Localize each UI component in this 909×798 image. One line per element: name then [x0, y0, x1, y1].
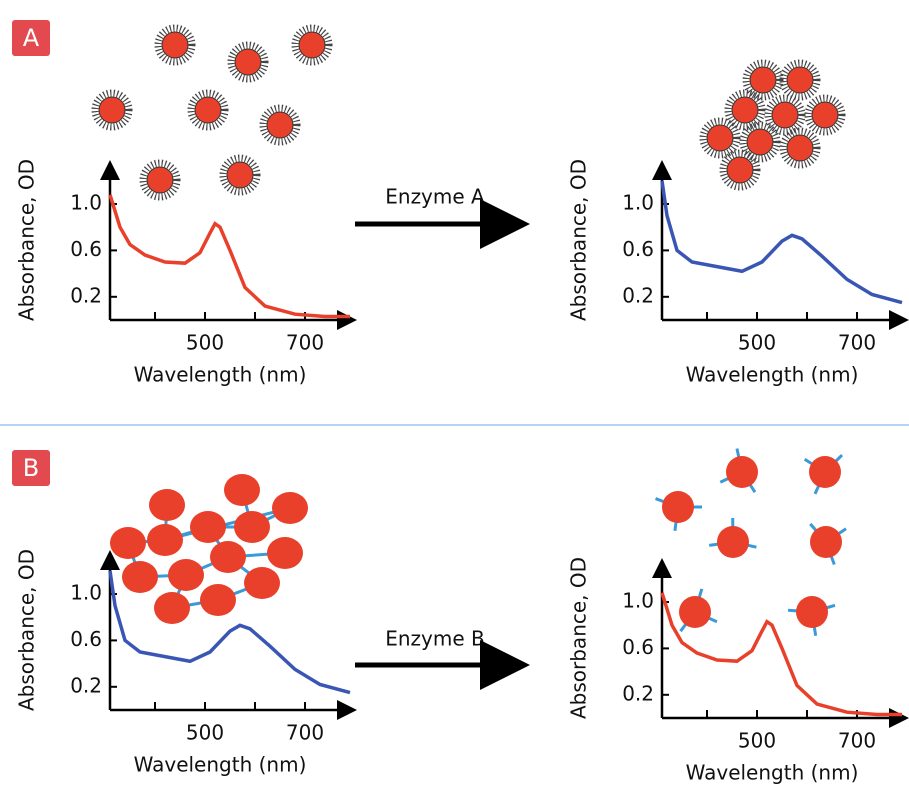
y-tick-label: 1.0 [622, 589, 654, 613]
particle [796, 596, 828, 628]
arrow-label: Enzyme B [385, 627, 485, 651]
line-series [110, 195, 350, 317]
panel-label: B [23, 454, 39, 482]
particle [810, 526, 842, 558]
particle [726, 456, 758, 488]
y-tick-label: 0.2 [70, 673, 102, 697]
particle [154, 592, 190, 624]
x-tick-label: 700 [286, 721, 324, 745]
particle [272, 492, 308, 524]
particle-core [727, 157, 753, 183]
particle [267, 537, 303, 569]
y-axis-label: Absorbance, OD [567, 159, 591, 321]
panel-label: A [23, 24, 40, 52]
particle-core [787, 135, 813, 161]
particle [149, 489, 185, 521]
y-axis-label: Absorbance, OD [15, 159, 39, 321]
y-axis-label: Absorbance, OD [567, 557, 591, 719]
particle [662, 491, 694, 523]
particle-core [750, 67, 776, 93]
particle [717, 526, 749, 558]
y-tick-label: 0.6 [70, 627, 102, 651]
y-axis-label: Absorbance, OD [15, 549, 39, 711]
y-tick-label: 0.6 [622, 635, 654, 659]
x-tick-label: 700 [838, 331, 876, 355]
particle-core [772, 102, 798, 128]
x-axis-label: Wavelength (nm) [134, 363, 307, 387]
x-tick-label: 500 [186, 721, 224, 745]
x-tick-label: 500 [186, 331, 224, 355]
y-tick-label: 0.2 [622, 283, 654, 307]
x-axis-label: Wavelength (nm) [134, 753, 307, 777]
y-tick-label: 1.0 [622, 191, 654, 215]
x-tick-label: 500 [738, 331, 776, 355]
particle-core [299, 32, 325, 58]
particle-core [732, 97, 758, 123]
y-tick-label: 0.6 [622, 237, 654, 261]
particle-core [99, 97, 125, 123]
particle-core [787, 67, 813, 93]
particle [809, 456, 841, 488]
line-series [662, 181, 902, 303]
particle [200, 584, 236, 616]
particle-core [812, 102, 838, 128]
x-tick-label: 700 [838, 729, 876, 753]
particle-core [707, 125, 733, 151]
particle [190, 511, 226, 543]
particle-core [147, 167, 173, 193]
particle-core [235, 49, 261, 75]
particle [234, 511, 270, 543]
x-tick-label: 700 [286, 331, 324, 355]
particle [679, 596, 711, 628]
particle [122, 561, 158, 593]
x-axis-label: Wavelength (nm) [686, 761, 859, 785]
y-tick-label: 1.0 [70, 581, 102, 605]
particle [210, 541, 246, 573]
particle [168, 559, 204, 591]
particle [244, 567, 280, 599]
particle [224, 474, 260, 506]
linker [165, 508, 290, 540]
x-tick-label: 500 [738, 729, 776, 753]
particle-core [195, 97, 221, 123]
y-tick-label: 0.6 [70, 237, 102, 261]
y-tick-label: 1.0 [70, 191, 102, 215]
particle-core [162, 32, 188, 58]
particle-core [267, 112, 293, 138]
y-tick-label: 0.2 [70, 283, 102, 307]
particle [110, 527, 146, 559]
particle-core [747, 129, 773, 155]
arrow-label: Enzyme A [385, 185, 485, 209]
particle [147, 524, 183, 556]
x-axis-label: Wavelength (nm) [686, 363, 859, 387]
particle-core [227, 162, 253, 188]
y-tick-label: 0.2 [622, 681, 654, 705]
figure: A B Enzyme A Enzyme B 500 700 0.2 0.6 1.0 Wav… [0, 0, 909, 794]
